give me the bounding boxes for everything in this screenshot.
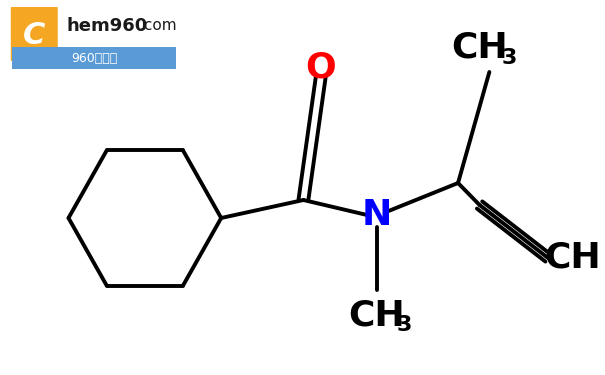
- Text: .com: .com: [139, 18, 177, 33]
- Text: 960化工网: 960化工网: [71, 51, 117, 64]
- Text: C: C: [23, 21, 45, 50]
- Text: 3: 3: [502, 48, 517, 68]
- Text: CH: CH: [348, 298, 405, 332]
- Text: CH: CH: [451, 31, 508, 65]
- Text: N: N: [362, 198, 392, 232]
- Text: hem960: hem960: [67, 17, 148, 35]
- Bar: [11, 47, 176, 69]
- Text: O: O: [306, 50, 336, 84]
- FancyBboxPatch shape: [11, 7, 57, 61]
- Text: CH: CH: [544, 241, 601, 275]
- Text: 3: 3: [396, 315, 412, 335]
